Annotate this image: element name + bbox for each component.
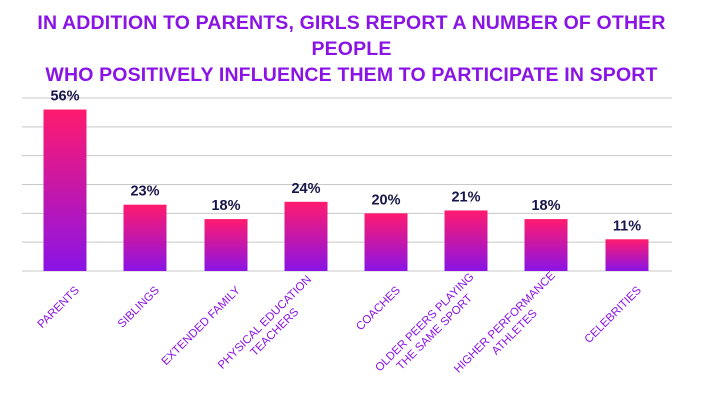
bars (43, 109, 649, 272)
value-labels: 56% 23% 18% 24% 20% 21% 18% 11% (50, 89, 641, 235)
value-label-2: 18% (211, 198, 240, 214)
value-label-5: 21% (451, 189, 480, 205)
value-label-3: 24% (291, 181, 320, 197)
gridlines (22, 97, 672, 272)
value-label-4: 20% (371, 192, 400, 208)
tick-label-4-line-0: COACHES (354, 284, 403, 333)
chart-title-line-2: WHO POSITIVELY INFLUENCE THEM TO PARTICI… (45, 64, 658, 86)
tick-label-7: CELEBRITIES (583, 284, 645, 346)
bar-5 (444, 210, 488, 271)
bar-6 (524, 219, 568, 271)
tick-label-7-line-0: CELEBRITIES (583, 284, 645, 346)
chart-title-line-1: IN ADDITION TO PARENTS, GIRLS REPORT A N… (37, 12, 666, 60)
bar-0 (43, 109, 87, 272)
bar-7 (605, 239, 649, 271)
bar-4 (364, 213, 408, 271)
chart-title: IN ADDITION TO PARENTS, GIRLS REPORT A N… (0, 10, 703, 88)
tick-label-0: PARENTS (36, 284, 83, 331)
bar-1 (123, 204, 167, 271)
value-label-0: 56% (50, 89, 79, 105)
tick-label-4: COACHES (354, 284, 403, 333)
bar-2 (204, 219, 248, 271)
value-label-7: 11% (613, 218, 641, 234)
tick-label-1: SIBLINGS (116, 284, 162, 330)
value-label-1: 23% (130, 184, 159, 200)
tick-label-0-line-0: PARENTS (36, 284, 83, 331)
tick-label-1-line-0: SIBLINGS (116, 284, 162, 330)
bar-3 (284, 201, 328, 271)
value-label-6: 18% (531, 198, 560, 214)
